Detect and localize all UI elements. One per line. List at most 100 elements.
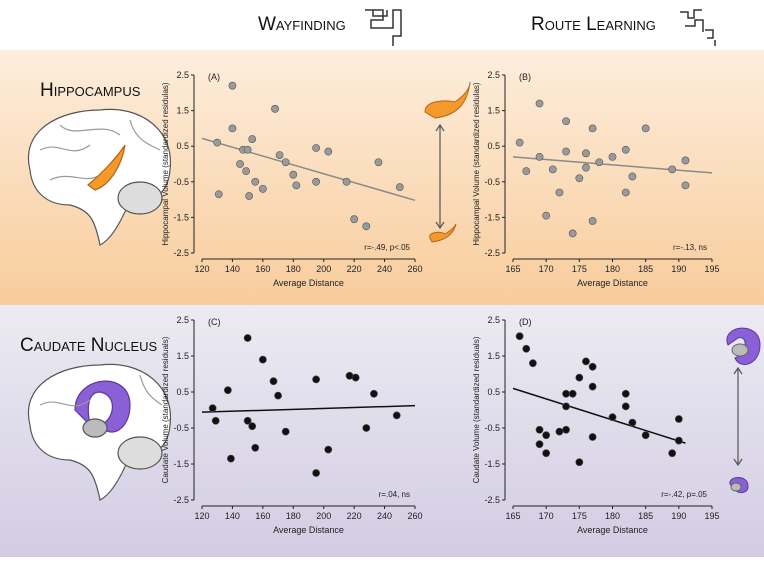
data-point [282, 159, 289, 166]
x-tick-label: 180 [286, 511, 301, 521]
y-tick-label: 2.5 [176, 315, 189, 325]
panel-label: (A) [208, 72, 220, 82]
data-point [313, 376, 320, 383]
data-point [393, 412, 400, 419]
x-tick-label: 240 [377, 511, 392, 521]
data-point [523, 168, 530, 175]
data-point [576, 459, 583, 466]
data-point [244, 146, 251, 153]
y-tick-label: 1.5 [487, 351, 500, 361]
data-point [682, 157, 689, 164]
x-tick-label: 185 [638, 264, 653, 274]
x-tick-label: 260 [407, 511, 422, 521]
y-tick-label: 0.5 [176, 141, 189, 151]
data-point [543, 450, 550, 457]
data-point [609, 414, 616, 421]
data-point [224, 387, 231, 394]
data-point [622, 390, 629, 397]
data-point [622, 146, 629, 153]
y-tick-label: -2.5 [173, 248, 189, 258]
data-point [229, 82, 236, 89]
x-axis-title: Average Distance [273, 525, 344, 535]
x-tick-label: 140 [225, 511, 240, 521]
data-point [243, 168, 250, 175]
data-point [516, 333, 523, 340]
y-axis-title: Hippocampal Volume (standardized residul… [472, 82, 481, 246]
y-axis-title: Caudate Volume (standardized residuals) [161, 336, 170, 483]
data-point [556, 428, 563, 435]
x-tick-label: 165 [505, 511, 520, 521]
y-tick-label: -1.5 [484, 212, 500, 222]
column-header: Route Learning [531, 14, 656, 35]
data-point [675, 415, 682, 422]
data-point [363, 223, 370, 230]
y-tick-label: 2.5 [487, 70, 500, 80]
data-point [629, 173, 636, 180]
x-tick-label: 180 [605, 264, 620, 274]
x-tick-label: 170 [539, 264, 554, 274]
data-point [536, 100, 543, 107]
data-point [582, 164, 589, 171]
y-tick-label: -0.5 [173, 177, 189, 187]
data-point [229, 125, 236, 132]
data-point [589, 433, 596, 440]
y-tick-label: -0.5 [173, 423, 189, 433]
data-point [325, 446, 332, 453]
data-point [276, 152, 283, 159]
data-point [536, 426, 543, 433]
panel-label: (B) [519, 72, 531, 82]
y-tick-label: -2.5 [484, 495, 500, 505]
annotation: r=-.13, ns [673, 243, 707, 252]
panel-label: (C) [208, 317, 221, 327]
x-tick-label: 120 [194, 264, 209, 274]
data-point [629, 419, 636, 426]
data-point [259, 185, 266, 192]
data-point [543, 432, 550, 439]
data-point [556, 189, 563, 196]
y-tick-label: -2.5 [173, 495, 189, 505]
data-point [249, 423, 256, 430]
x-tick-label: 180 [605, 511, 620, 521]
data-point [282, 428, 289, 435]
data-point [351, 216, 358, 223]
data-point [669, 450, 676, 457]
x-axis-title: Average Distance [577, 525, 648, 535]
data-point [212, 417, 219, 424]
data-point [215, 191, 222, 198]
data-point [313, 178, 320, 185]
data-point [274, 392, 281, 399]
x-tick-label: 175 [572, 264, 587, 274]
data-point [536, 153, 543, 160]
data-point [682, 182, 689, 189]
data-point [363, 424, 370, 431]
data-point [325, 148, 332, 155]
data-point [589, 125, 596, 132]
y-tick-label: -1.5 [484, 459, 500, 469]
data-point [622, 189, 629, 196]
x-tick-label: 170 [539, 511, 554, 521]
y-tick-label: 0.5 [176, 387, 189, 397]
y-tick-label: -0.5 [484, 423, 500, 433]
x-tick-label: 220 [347, 264, 362, 274]
data-point [252, 178, 259, 185]
y-tick-label: -2.5 [484, 248, 500, 258]
data-point [549, 166, 556, 173]
y-tick-label: -1.5 [173, 459, 189, 469]
data-point [609, 153, 616, 160]
annotation: r=-.42, p=.05 [661, 490, 707, 499]
row-header: Caudate Nucleus [20, 335, 158, 356]
data-point [236, 160, 243, 167]
x-tick-label: 195 [704, 264, 719, 274]
data-point [562, 148, 569, 155]
y-tick-label: 1.5 [487, 106, 500, 116]
data-point [313, 144, 320, 151]
x-tick-label: 220 [347, 511, 362, 521]
x-tick-label: 190 [671, 264, 686, 274]
figure: Wayfinding Route Learning Hippocampus Ca… [0, 0, 764, 557]
data-point [543, 212, 550, 219]
data-point [214, 139, 221, 146]
data-point [582, 150, 589, 157]
data-point [589, 383, 596, 390]
data-point [562, 426, 569, 433]
data-point [244, 334, 251, 341]
